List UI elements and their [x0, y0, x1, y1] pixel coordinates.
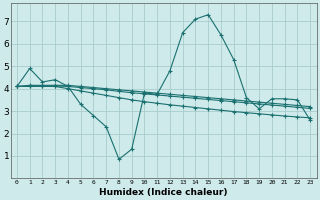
X-axis label: Humidex (Indice chaleur): Humidex (Indice chaleur) [99, 188, 228, 197]
